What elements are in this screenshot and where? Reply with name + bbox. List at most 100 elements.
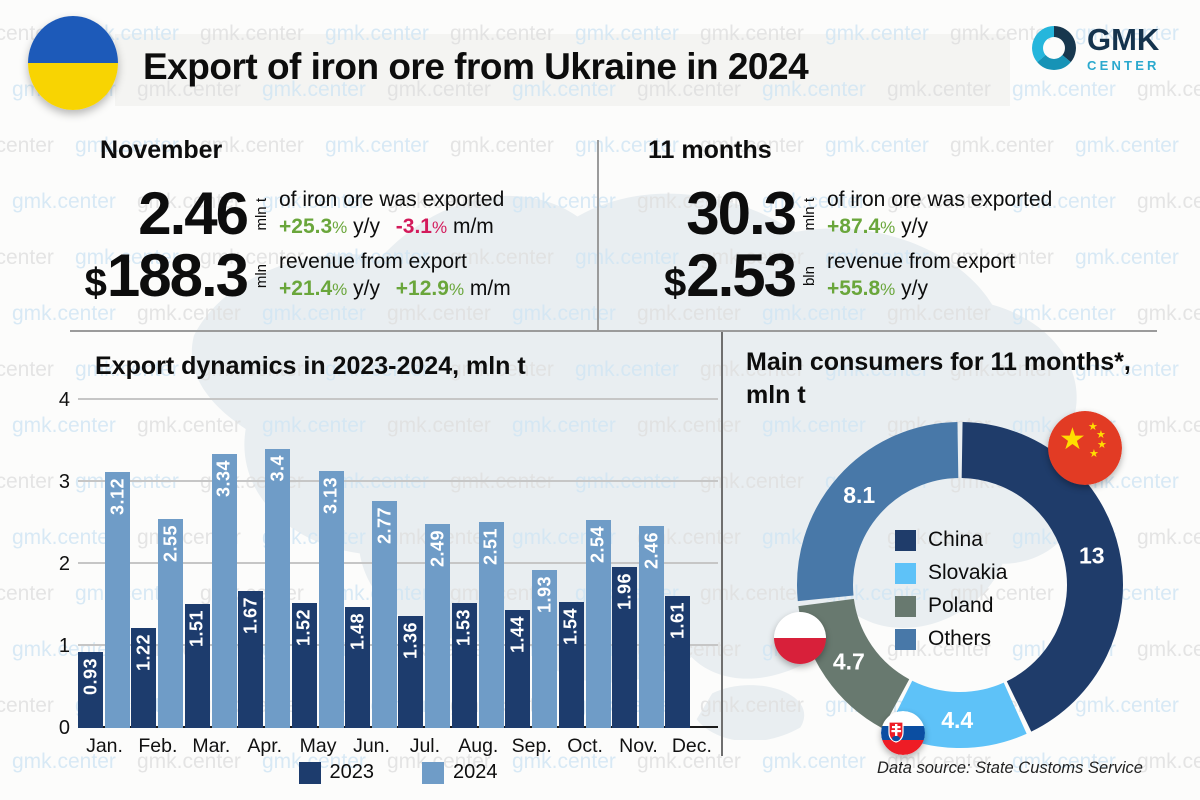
bar-value-label: 2.54 <box>587 525 608 563</box>
bar-value-label: 3.34 <box>213 460 234 498</box>
donut-legend-item-Others: Others <box>895 627 1007 651</box>
svg-text:★: ★ <box>1089 448 1099 460</box>
gmk-logo-ring-icon <box>1032 26 1076 70</box>
bar-2023: 1.48 <box>345 606 370 728</box>
logo-text: GMK <box>1087 22 1160 57</box>
bar-value-label: 2.55 <box>160 524 181 562</box>
ukraine-map-background <box>191 193 1082 740</box>
donut-value-label: 8.1 <box>843 482 875 508</box>
stat-description-block: of iron ore was exported +87.4% y/y <box>827 187 1052 241</box>
bar-value-label: 1.48 <box>347 612 367 650</box>
change-label: y/y <box>901 215 928 239</box>
change-value: -3.1 <box>395 215 432 239</box>
donut-legend-item-Poland: Poland <box>895 594 1007 618</box>
bar-value-label: 2.49 <box>427 529 448 567</box>
stat-number: 2.53 <box>686 242 797 309</box>
stat-description-block: revenue from export +21.4% y/y +12.9% m/… <box>279 249 511 303</box>
watermark-text: gmk.center <box>0 694 54 717</box>
stat-description-block: of iron ore was exported +25.3% y/y -3.1… <box>279 187 504 241</box>
percent-sign: % <box>448 280 465 300</box>
legend-item-2024: 2024 <box>422 761 498 784</box>
bar-value-label: 1.52 <box>293 609 314 647</box>
x-axis-label: Feb. <box>138 735 178 757</box>
x-axis-label: Mar. <box>192 735 231 757</box>
bar-2024: 2.54 <box>585 519 611 728</box>
bar-value-label: 3.4 <box>267 455 288 482</box>
bar-value-label: 1.36 <box>400 622 421 660</box>
bar-2023: 1.36 <box>398 616 424 728</box>
stat-unit: mln t <box>253 197 270 231</box>
section-heading: 11 months <box>648 136 772 164</box>
watermark-text: gmk.center <box>0 134 54 157</box>
legend-swatch <box>298 761 321 784</box>
x-axis-label: Sep. <box>511 735 552 757</box>
donut-segment-China <box>961 422 1123 732</box>
x-axis: Jan. Feb. Mar. Apr. May Jun. Jul. Aug. Sep. Oct. N… <box>78 735 718 759</box>
x-axis-label: Apr. <box>247 735 283 757</box>
change-value: +21.4 <box>279 277 333 301</box>
bar-2023: 1.61 <box>665 595 691 728</box>
stat-change-line: +21.4% y/y +12.9% m/m <box>279 275 511 302</box>
change-label: y/y <box>901 277 928 301</box>
bar-value-label: 0.93 <box>80 657 100 695</box>
stat-value: 30.3 <box>640 184 797 244</box>
legend-label: 2023 <box>329 761 375 783</box>
gridline <box>78 480 718 482</box>
donut-legend-item-China: China <box>895 528 1007 552</box>
watermark-text: gmk.center <box>0 358 54 381</box>
stat-row-volume: 30.3 mln t of iron ore was exported +87.… <box>640 183 1160 245</box>
svg-text:★: ★ <box>1096 429 1106 441</box>
stat-row-revenue: $188.3 mln revenue from export +21.4% y/… <box>55 245 595 307</box>
legend-label: Others <box>928 627 992 650</box>
legend-swatch <box>895 595 916 617</box>
gridline <box>78 562 718 564</box>
x-axis-label: Aug. <box>458 735 499 757</box>
china-flag-icon: ★ ★ ★ ★ ★ <box>1048 411 1122 485</box>
logo-subtext: CENTER <box>1087 58 1160 73</box>
legend-label: Poland <box>928 594 994 617</box>
page-title: Export of iron ore from Ukraine in 2024 <box>143 46 809 87</box>
stat-unit: mln t <box>801 197 818 231</box>
change-value: +55.8 <box>827 277 881 301</box>
y-tick-label: 4 <box>58 389 70 411</box>
donut-chart-title: Main consumers for 11 months*, mln t <box>746 348 1131 409</box>
slovakia-flag-icon <box>881 711 925 755</box>
stat-change-line: +87.4% y/y <box>827 213 1052 240</box>
change-label: y/y <box>353 215 380 239</box>
bar-2024: 1.93 <box>532 569 558 728</box>
donut-chart: 13 4.4 4.7 8.1 <box>797 422 1123 748</box>
donut-segment-Poland <box>798 598 910 729</box>
bar-2024: 2.46 <box>639 526 664 728</box>
bar-value-label: 1.54 <box>560 607 581 645</box>
stat-value: $188.3 <box>55 242 249 309</box>
svg-text:★: ★ <box>1088 421 1098 433</box>
stat-description: of iron ore was exported <box>827 188 1053 212</box>
bar-value-label: 1.53 <box>453 608 474 646</box>
bar-2024: 3.12 <box>105 472 130 728</box>
stat-unit: bln <box>801 265 818 287</box>
stat-description-block: revenue from export +55.8% y/y <box>827 249 1015 303</box>
legend-item-2023: 2023 <box>298 761 375 784</box>
bar-value-label: 1.44 <box>507 615 528 653</box>
legend-label: China <box>928 528 983 551</box>
bar-value-label: 2.77 <box>374 506 394 544</box>
bar-2023: 1.44 <box>505 609 531 728</box>
bar-chart-legend: 2023 2024 <box>78 761 718 784</box>
stat-row-revenue: $2.53 bln revenue from export +55.8% y/y <box>640 245 1160 307</box>
data-source-note: Data source: State Customs Service <box>877 759 1143 777</box>
y-tick-label: 2 <box>58 553 70 575</box>
y-tick-label: 0 <box>58 717 70 739</box>
gmk-center-logo[interactable]: GMK CENTER <box>1030 24 1160 73</box>
bar-2024: 2.49 <box>425 523 451 728</box>
bar-2023: 1.22 <box>131 627 157 728</box>
stat-number: 188.3 <box>106 242 249 309</box>
ukraine-flag-icon <box>28 16 118 110</box>
change-label: m/m <box>452 215 494 239</box>
percent-sign: % <box>880 280 896 300</box>
percent-sign: % <box>332 280 348 300</box>
bar-2023: 1.67 <box>238 591 264 728</box>
y-tick-label: 1 <box>58 635 70 657</box>
donut-value-label: 4.7 <box>833 649 865 675</box>
stat-row-volume: 2.46 mln t of iron ore was exported +25.… <box>55 183 595 245</box>
bar-chart-title: Export dynamics in 2023-2024, mln t <box>95 352 526 380</box>
